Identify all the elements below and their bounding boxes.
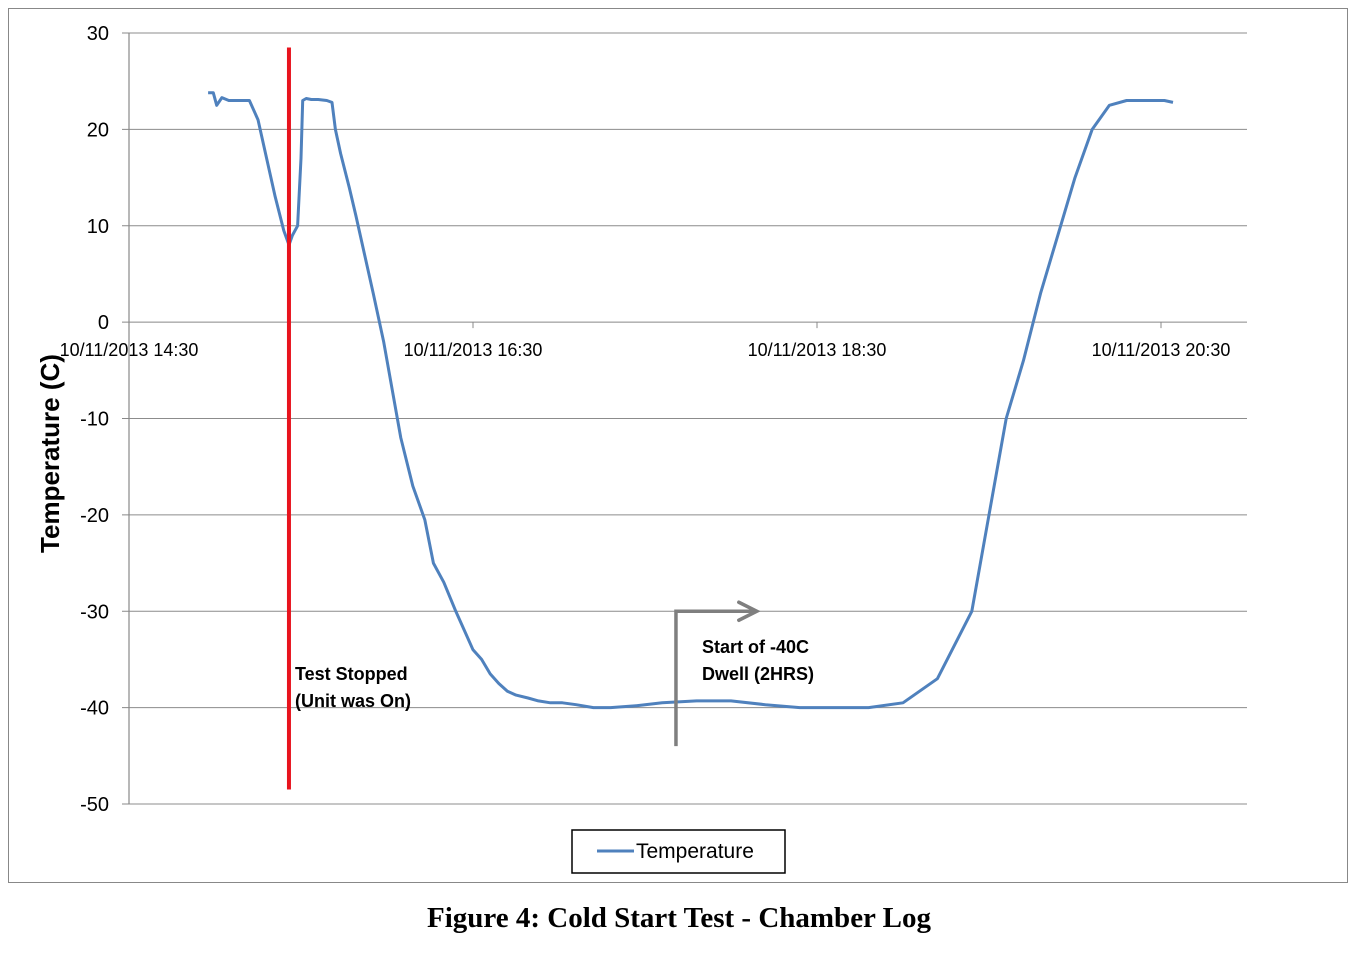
y-tick-label: -10: [80, 409, 109, 431]
annotations-layer: Test Stopped (Unit was On) Start of -40C…: [286, 47, 814, 790]
series-line-temperature: [208, 91, 1174, 710]
dwell-start-label-line-2: Dwell (2HRS): [702, 664, 814, 684]
y-tick-label: -40: [80, 698, 109, 720]
figure-caption: Figure 4: Cold Start Test - Chamber Log: [426, 902, 932, 934]
x-tick-label: 10/11/2013 16:30: [404, 340, 543, 360]
test-stopped-label-line-2: (Unit was On): [295, 691, 411, 711]
y-tick-label: -30: [80, 601, 109, 623]
x-tick-label: 10/11/2013 20:30: [1092, 340, 1231, 360]
chart-frame: 30 20 10 0 -10 -20 -30 -40 -50 10/11/2013 14:30 1…: [8, 8, 1348, 883]
x-tick-labels: 10/11/2013 14:30 10/11/2013 16:30 10/11/20…: [60, 340, 1231, 360]
test-stopped-label-line-1: Test Stopped: [295, 664, 408, 684]
dwell-start-arrowhead: [737, 600, 761, 622]
legend-label: Temperature: [636, 840, 754, 863]
dwell-start-label-line-1: Start of -40C: [702, 637, 809, 657]
legend: Temperature: [571, 829, 786, 874]
y-tick-label: -20: [80, 505, 109, 527]
y-tick-label: 10: [87, 216, 109, 238]
y-tick-label: -50: [80, 794, 109, 816]
y-tick-label: 30: [87, 23, 109, 45]
x-tick-label: 10/11/2013 18:30: [748, 340, 887, 360]
y-tick-labels: 30 20 10 0 -10 -20 -30 -40 -50: [80, 23, 109, 816]
y-tick-label: 20: [87, 119, 109, 141]
series-layer: [208, 91, 1174, 710]
y-tick-label: 0: [98, 312, 109, 334]
y-axis-label: Temperature (C): [35, 354, 65, 553]
dwell-start-arrow: [674, 609, 753, 747]
x-tick-label: 10/11/2013 14:30: [60, 340, 199, 360]
